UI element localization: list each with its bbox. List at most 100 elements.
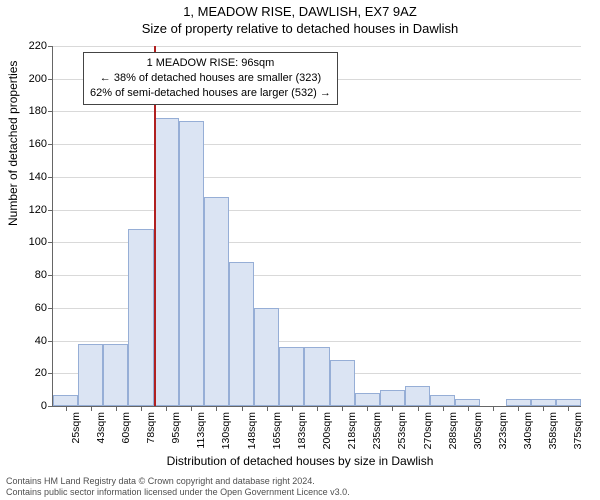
histogram-bar (380, 390, 405, 406)
annotation-line2: ← 38% of detached houses are smaller (32… (90, 71, 331, 86)
histogram-bar (254, 308, 279, 406)
xtick-label: 340sqm (522, 412, 534, 449)
histogram-bar (304, 347, 329, 406)
xtick-label: 95sqm (170, 412, 182, 444)
ytick-mark (48, 406, 53, 407)
title-address: 1, MEADOW RISE, DAWLISH, EX7 9AZ (0, 0, 600, 19)
xtick-label: 323sqm (497, 412, 509, 449)
ytick-label: 60 (35, 302, 47, 314)
xtick-label: 305sqm (472, 412, 484, 449)
ytick-mark (48, 111, 53, 112)
xtick-label: 165sqm (271, 412, 283, 449)
xtick-mark (317, 406, 318, 411)
ytick-label: 140 (29, 171, 47, 183)
histogram-bar (405, 386, 430, 406)
xtick-mark (518, 406, 519, 411)
histogram-bar (229, 262, 254, 406)
xtick-mark (342, 406, 343, 411)
histogram-bar (78, 344, 103, 406)
ytick-label: 220 (29, 40, 47, 52)
footer-line1: Contains HM Land Registry data © Crown c… (6, 476, 350, 487)
xtick-label: 235sqm (371, 412, 383, 449)
xtick-mark (392, 406, 393, 411)
xtick-mark (116, 406, 117, 411)
histogram-bar (154, 118, 179, 406)
histogram-bar (430, 395, 455, 406)
xtick-mark (242, 406, 243, 411)
xtick-mark (543, 406, 544, 411)
ytick-mark (48, 144, 53, 145)
histogram-bar (204, 197, 229, 406)
xtick-mark (91, 406, 92, 411)
xtick-mark (367, 406, 368, 411)
xtick-mark (418, 406, 419, 411)
xtick-label: 358sqm (547, 412, 559, 449)
ytick-label: 40 (35, 335, 47, 347)
xtick-label: 200sqm (321, 412, 333, 449)
xtick-mark (166, 406, 167, 411)
xtick-mark (216, 406, 217, 411)
gridline (53, 210, 581, 211)
xtick-label: 270sqm (422, 412, 434, 449)
xtick-mark (191, 406, 192, 411)
y-axis-label: Number of detached properties (6, 61, 20, 226)
ytick-label: 180 (29, 105, 47, 117)
annotation-box: 1 MEADOW RISE: 96sqm ← 38% of detached h… (83, 52, 338, 105)
xtick-label: 375sqm (572, 412, 584, 449)
histogram-bar (355, 393, 380, 406)
chart-container: 1, MEADOW RISE, DAWLISH, EX7 9AZ Size of… (0, 0, 600, 500)
xtick-mark (267, 406, 268, 411)
annotation-line1: 1 MEADOW RISE: 96sqm (90, 56, 331, 71)
ytick-label: 200 (29, 73, 47, 85)
xtick-mark (468, 406, 469, 411)
xtick-label: 148sqm (246, 412, 258, 449)
xtick-label: 218sqm (346, 412, 358, 449)
plot-area: 02040608010012014016018020022025sqm43sqm… (52, 46, 581, 407)
gridline (53, 46, 581, 47)
histogram-bar (179, 121, 204, 406)
xtick-mark (292, 406, 293, 411)
xtick-mark (568, 406, 569, 411)
gridline (53, 111, 581, 112)
ytick-mark (48, 308, 53, 309)
histogram-bar (53, 395, 78, 406)
ytick-label: 0 (41, 400, 47, 412)
footer-attribution: Contains HM Land Registry data © Crown c… (6, 476, 350, 498)
title-subtitle: Size of property relative to detached ho… (0, 19, 600, 36)
xtick-label: 43sqm (95, 412, 107, 444)
ytick-mark (48, 46, 53, 47)
ytick-label: 100 (29, 236, 47, 248)
xtick-label: 25sqm (70, 412, 82, 444)
ytick-mark (48, 275, 53, 276)
gridline (53, 177, 581, 178)
ytick-mark (48, 210, 53, 211)
ytick-label: 20 (35, 367, 47, 379)
xtick-mark (493, 406, 494, 411)
histogram-bar (128, 229, 153, 406)
xtick-mark (66, 406, 67, 411)
histogram-bar (279, 347, 304, 406)
xtick-label: 130sqm (220, 412, 232, 449)
ytick-label: 160 (29, 138, 47, 150)
ytick-mark (48, 373, 53, 374)
annotation-line3: 62% of semi-detached houses are larger (… (90, 86, 331, 101)
ytick-mark (48, 242, 53, 243)
histogram-bar (330, 360, 355, 406)
xtick-label: 288sqm (447, 412, 459, 449)
gridline (53, 144, 581, 145)
ytick-mark (48, 177, 53, 178)
xtick-mark (141, 406, 142, 411)
xtick-label: 183sqm (296, 412, 308, 449)
ytick-mark (48, 79, 53, 80)
x-axis-label: Distribution of detached houses by size … (0, 454, 600, 468)
xtick-mark (443, 406, 444, 411)
footer-line2: Contains public sector information licen… (6, 487, 350, 498)
xtick-label: 253sqm (396, 412, 408, 449)
xtick-label: 60sqm (120, 412, 132, 444)
ytick-label: 120 (29, 204, 47, 216)
xtick-label: 113sqm (195, 412, 207, 449)
xtick-label: 78sqm (145, 412, 157, 444)
ytick-mark (48, 341, 53, 342)
histogram-bar (103, 344, 128, 406)
ytick-label: 80 (35, 269, 47, 281)
